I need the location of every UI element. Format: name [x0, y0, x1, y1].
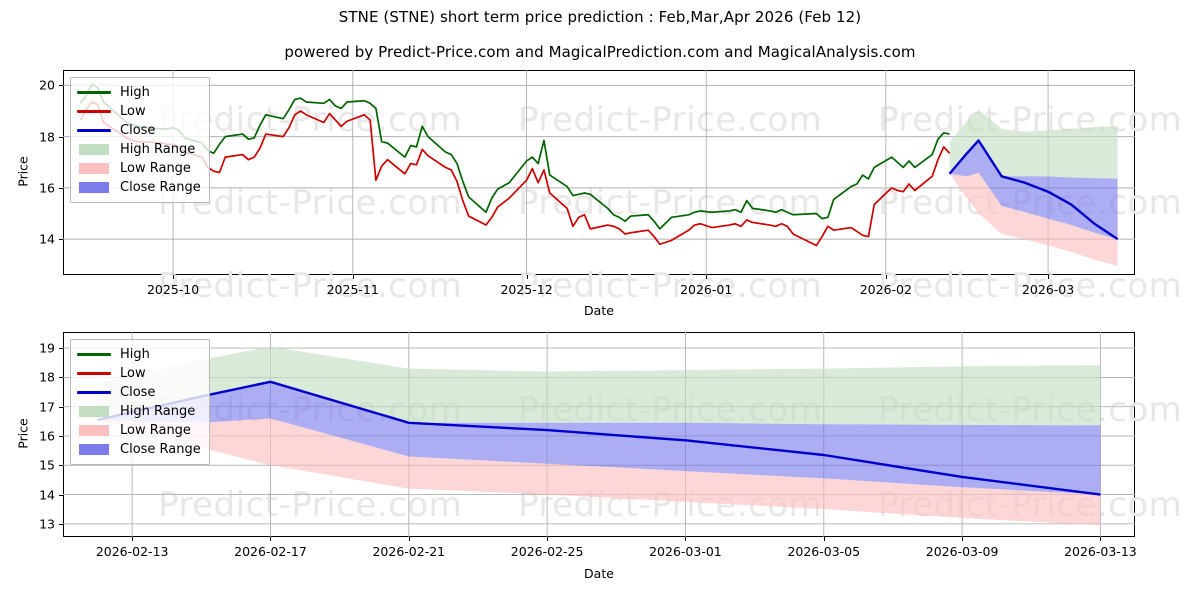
y-tick-label: 18 [39, 369, 55, 385]
legend-label: Close [120, 385, 156, 400]
legend-swatch-band-icon [77, 443, 111, 456]
page-subtitle: powered by Predict-Price.com and Magical… [284, 43, 916, 61]
legend-swatch-band-icon [77, 181, 111, 194]
x-tick-mark [270, 537, 272, 541]
x-tick-mark [1048, 275, 1050, 279]
y-tick-label: 14 [39, 231, 55, 247]
legend-label: Low [120, 366, 146, 381]
x-tick-label: 2026-03-01 [649, 544, 722, 559]
x-tick-mark [685, 537, 687, 541]
y-tick-label: 19 [39, 340, 55, 356]
legend-label: Close [120, 123, 156, 138]
y-tick-mark [59, 239, 63, 241]
y-tick-label: 15 [39, 457, 55, 473]
x-tick-mark [1100, 537, 1102, 541]
y-tick-mark [59, 494, 63, 496]
legend-item-high-range: High Range [77, 402, 201, 421]
x-tick-mark [706, 275, 708, 279]
overview-y-axis-label: Price [15, 156, 31, 187]
forecast-x-axis-label: Date [584, 566, 614, 581]
y-tick-label: 17 [39, 399, 55, 415]
legend-swatch-line-icon [77, 86, 111, 99]
x-tick-label: 2026-03-05 [787, 544, 861, 559]
x-tick-label: 2026-02-13 [95, 544, 169, 559]
legend-label: Close Range [120, 442, 201, 457]
legend-item-low: Low [77, 364, 201, 383]
x-tick-label: 2026-02-25 [510, 544, 584, 559]
y-tick-label: 16 [39, 428, 55, 444]
y-tick-mark [59, 465, 63, 467]
x-tick-label: 2026-01 [680, 282, 733, 297]
overview-x-axis-label: Date [584, 303, 614, 318]
forecast-chart-panel: Predict-Price.comPredict-Price.comPredic… [63, 332, 1182, 537]
legend-label: Low Range [120, 423, 191, 438]
x-tick-label: 2026-03-13 [1064, 544, 1137, 559]
legend-label: High Range [120, 142, 196, 157]
legend-item-close: Close [77, 121, 201, 140]
legend-swatch-line-icon [77, 386, 111, 399]
x-tick-mark [962, 537, 964, 541]
x-tick-mark [823, 537, 825, 541]
x-tick-mark [132, 537, 134, 541]
x-tick-label: 2026-02-17 [234, 544, 307, 559]
page-title: STNE (STNE) short term price prediction … [338, 8, 862, 26]
legend-item-low-range: Low Range [77, 421, 201, 440]
y-tick-label: 16 [39, 180, 55, 196]
y-tick-mark [59, 435, 63, 437]
overview-legend: High Low Close High Range Low Range Close Ran… [70, 77, 210, 203]
forecast-legend: High Low Close High Range Low Range Close Ran… [70, 339, 210, 465]
x-tick-mark [526, 275, 528, 279]
legend-swatch-line-icon [77, 348, 111, 361]
x-tick-mark [173, 275, 175, 279]
legend-swatch-band-icon [77, 424, 111, 437]
legend-item-close: Close [77, 383, 201, 402]
x-tick-mark [408, 537, 410, 541]
legend-swatch-band-icon [77, 162, 111, 175]
y-tick-label: 14 [39, 487, 55, 503]
overview-chart-panel: Predict-Price.com Predict-Price.com Predic… [63, 70, 1182, 306]
x-tick-label: 2026-02 [859, 282, 912, 297]
legend-label: High Range [120, 404, 196, 419]
legend-swatch-line-icon [77, 124, 111, 137]
x-tick-mark [547, 537, 549, 541]
legend-item-high: High [77, 345, 201, 364]
x-tick-label: 2025-10 [146, 282, 200, 297]
legend-item-close-range: Close Range [77, 440, 201, 459]
legend-swatch-band-icon [77, 143, 111, 156]
legend-item-high: High [77, 83, 201, 102]
y-tick-mark [59, 406, 63, 408]
legend-swatch-band-icon [77, 405, 111, 418]
legend-item-close-range: Close Range [77, 178, 201, 197]
forecast-y-axis-label: Price [15, 418, 31, 449]
legend-item-low: Low [77, 102, 201, 121]
x-tick-label: 2025-11 [326, 282, 379, 297]
legend-label: Low Range [120, 161, 191, 176]
x-tick-label: 2026-03-09 [925, 544, 999, 559]
legend-label: High [120, 85, 150, 100]
x-tick-mark [885, 275, 887, 279]
y-tick-mark [59, 187, 63, 189]
legend-swatch-line-icon [77, 105, 111, 118]
y-tick-label: 13 [39, 516, 55, 532]
y-tick-label: 18 [39, 129, 55, 145]
y-tick-mark [59, 523, 63, 525]
x-tick-label: 2026-02-21 [372, 544, 446, 559]
y-tick-mark [59, 377, 63, 379]
legend-swatch-line-icon [77, 367, 111, 380]
x-tick-mark [352, 275, 354, 279]
x-tick-label: 2026-03 [1021, 282, 1075, 297]
overview-plot-canvas [63, 70, 1135, 275]
legend-item-high-range: High Range [77, 140, 201, 159]
y-tick-label: 20 [39, 77, 55, 93]
y-tick-mark [59, 348, 63, 350]
y-tick-mark [59, 85, 63, 87]
y-tick-mark [59, 136, 63, 138]
legend-label: Close Range [120, 180, 201, 195]
forecast-plot-canvas [63, 332, 1135, 537]
x-tick-label: 2025-12 [500, 282, 553, 297]
legend-label: Low [120, 104, 146, 119]
legend-item-low-range: Low Range [77, 159, 201, 178]
legend-label: High [120, 347, 150, 362]
